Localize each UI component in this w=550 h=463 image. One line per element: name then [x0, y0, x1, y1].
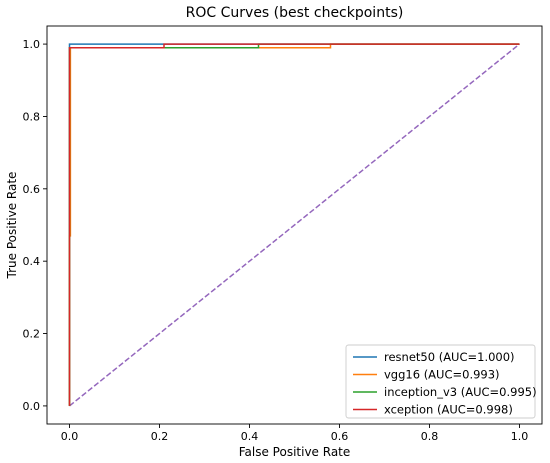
legend-box	[345, 344, 536, 419]
x-tick-label: 0.8	[421, 430, 439, 443]
x-axis-label: False Positive Rate	[239, 445, 351, 459]
y-tick-label: 0.0	[23, 400, 41, 413]
chart-title: ROC Curves (best checkpoints)	[186, 5, 404, 21]
legend: resnet50 (AUC=1.000) vgg16 (AUC=0.993) inc…	[345, 344, 537, 419]
y-tick-label: 0.4	[23, 255, 41, 268]
axes: 0.0 0.2 0.4 0.6 0.8 1.0 0.0 0.2 0.4 0.6 0.8 1.0	[23, 25, 543, 443]
x-tick-label: 0.2	[151, 430, 169, 443]
legend-label-3: inception_v3 (AUC=0.995)	[384, 385, 537, 399]
y-tick-label: 0.6	[23, 183, 41, 196]
y-axis-label: True Positive Rate	[5, 172, 19, 280]
legend-label-4: xception (AUC=0.998)	[384, 403, 513, 417]
y-tick-label: 0.2	[23, 328, 41, 341]
series-line-4	[68, 43, 520, 406]
y-tick-label: 1.0	[23, 38, 41, 51]
x-tick-label: 0.4	[241, 430, 259, 443]
chance-diagonal-line	[69, 43, 520, 407]
axes-frame	[46, 25, 543, 425]
legend-label-2: vgg16 (AUC=0.993)	[384, 368, 500, 382]
x-tick-label: 0.6	[331, 430, 349, 443]
y-tick-label: 0.8	[23, 110, 41, 123]
x-tick-label: 0.0	[61, 430, 79, 443]
x-tick-label: 1.0	[511, 430, 529, 443]
legend-label-1: resnet50 (AUC=1.000)	[384, 350, 515, 364]
plot-area	[68, 43, 520, 407]
